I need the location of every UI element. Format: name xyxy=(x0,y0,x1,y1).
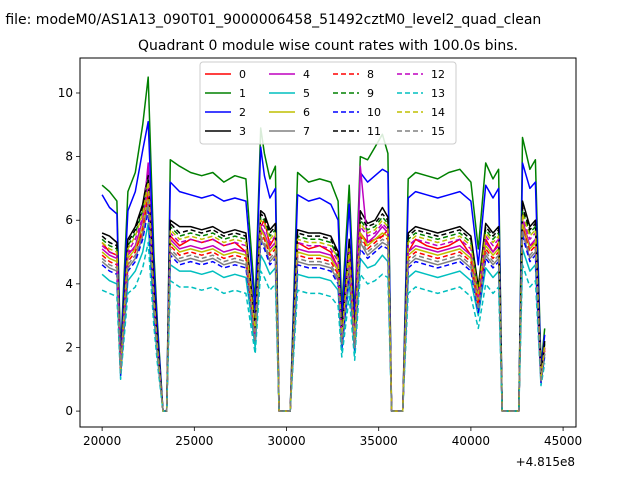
legend-label-3: 3 xyxy=(239,125,246,138)
x-tick-label: 30000 xyxy=(267,434,305,448)
x-tick-label: 40000 xyxy=(452,434,490,448)
series-group xyxy=(101,76,546,412)
x-offset-label: +4.815e8 xyxy=(516,455,575,469)
legend-label-11: 11 xyxy=(367,125,381,138)
y-tick-label: 2 xyxy=(65,340,73,354)
legend-label-1: 1 xyxy=(239,87,246,100)
series-line-13 xyxy=(101,241,546,412)
legend-label-5: 5 xyxy=(303,87,310,100)
legend-label-13: 13 xyxy=(431,87,445,100)
x-tick-label: 25000 xyxy=(175,434,213,448)
y-tick-label: 6 xyxy=(65,213,73,227)
series-line-9 xyxy=(101,178,546,412)
legend-label-7: 7 xyxy=(303,125,310,138)
legend-label-9: 9 xyxy=(367,87,374,100)
legend-label-2: 2 xyxy=(239,106,246,119)
legend-label-10: 10 xyxy=(367,106,381,119)
legend-label-14: 14 xyxy=(431,106,445,119)
axes-frame xyxy=(79,57,577,428)
x-tick-label: 20000 xyxy=(83,434,121,448)
x-tick-label: 35000 xyxy=(360,434,398,448)
figure-suptitle: n file: modeM0/AS1A13_090T01_9000006458_… xyxy=(0,12,541,28)
chart-title: Quadrant 0 module wise count rates with … xyxy=(138,38,518,54)
legend-label-15: 15 xyxy=(431,125,445,138)
x-tick-label: 45000 xyxy=(544,434,582,448)
legend-label-4: 4 xyxy=(303,68,310,81)
series-line-14 xyxy=(101,181,546,412)
y-tick-label: 10 xyxy=(58,86,73,100)
series-line-12 xyxy=(101,184,546,412)
y-tick-label: 0 xyxy=(65,404,73,418)
plot-area: 20000 25000 30000 35000 40000 450000246810012… xyxy=(58,57,582,448)
series-line-15 xyxy=(101,200,546,412)
legend-label-6: 6 xyxy=(303,106,310,119)
legend-label-0: 0 xyxy=(239,68,246,81)
y-tick-label: 8 xyxy=(65,150,73,164)
y-tick-label: 4 xyxy=(65,277,73,291)
legend-label-12: 12 xyxy=(431,68,445,81)
legend-label-8: 8 xyxy=(367,68,374,81)
legend-box xyxy=(199,61,457,145)
